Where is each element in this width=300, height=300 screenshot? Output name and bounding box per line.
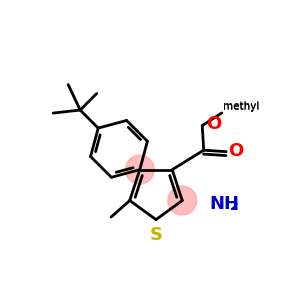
Text: methyl: methyl	[223, 102, 259, 112]
Text: S: S	[149, 226, 163, 244]
Circle shape	[168, 186, 196, 215]
Circle shape	[125, 155, 154, 184]
Text: O: O	[206, 115, 221, 133]
Text: O: O	[229, 142, 244, 160]
Text: NH: NH	[209, 194, 239, 212]
Text: methyl: methyl	[223, 100, 260, 111]
Text: 2: 2	[230, 200, 239, 213]
